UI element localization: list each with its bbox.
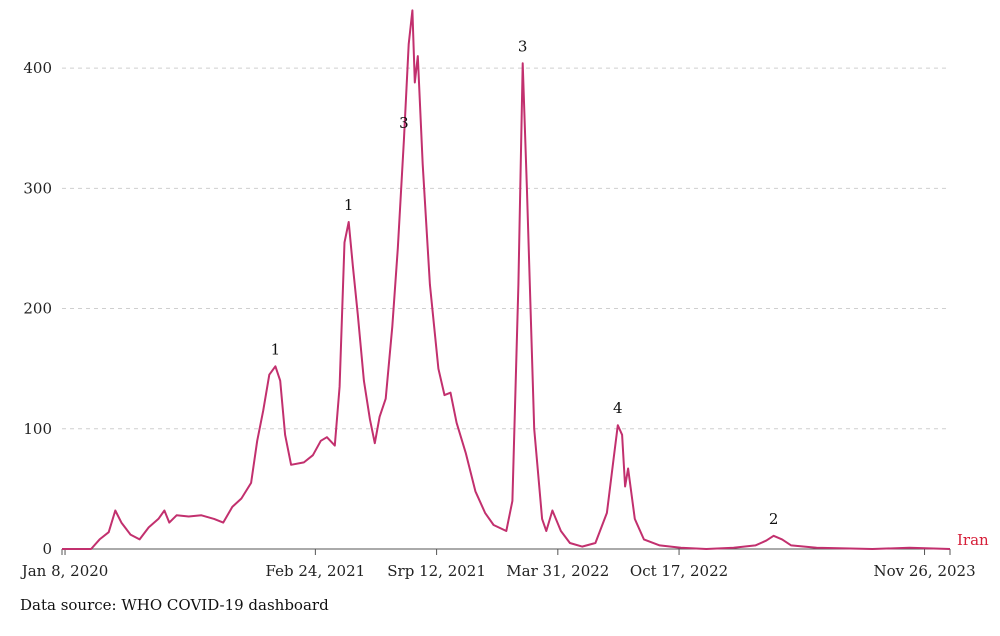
series-line-iran: [62, 9, 951, 550]
y-tick-label: 0: [42, 540, 52, 558]
peak-annotation: 4: [613, 399, 623, 417]
x-tick-label: Srp 12, 2021: [387, 562, 486, 580]
x-tick-label: Nov 26, 2023: [873, 562, 975, 580]
peak-annotation: 2: [769, 510, 779, 528]
x-tick-label: Mar 31, 2022: [506, 562, 609, 580]
peak-annotation: 1: [344, 196, 354, 214]
y-tick-label: 100: [23, 420, 52, 438]
peak-annotation: 3: [518, 37, 528, 55]
peak-annotation: 3: [399, 114, 409, 132]
line-chart: 0 100 200 300 400 Jan 8, 2020 Feb 24, 2021 Srp …: [20, 9, 989, 580]
x-tick-label: Feb 24, 2021: [266, 562, 366, 580]
peak-annotation: 1: [271, 340, 281, 358]
y-tick-label: 400: [23, 59, 52, 77]
y-tick-label: 200: [23, 300, 52, 318]
series-label: Iran: [957, 531, 989, 549]
x-tick-label: Jan 8, 2020: [20, 562, 109, 580]
data-source-note: Data source: WHO COVID-19 dashboard: [20, 596, 329, 614]
x-tick-label: Oct 17, 2022: [630, 562, 728, 580]
y-tick-label: 300: [23, 179, 52, 197]
